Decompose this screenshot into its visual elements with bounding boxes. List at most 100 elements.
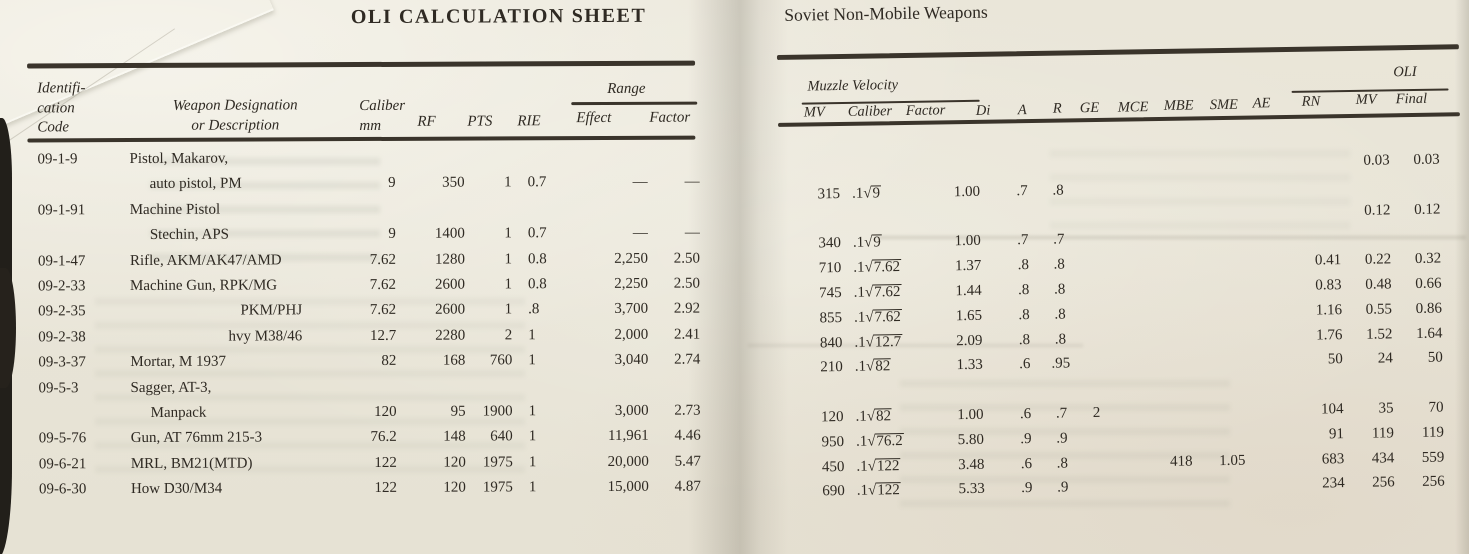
cell-range-effect: 2,000 [614, 326, 649, 343]
cell-mv-factor: 1.33 [956, 357, 983, 374]
cell-mv-factor: 3.48 [958, 456, 985, 473]
cell-rf: 1400 [434, 225, 465, 242]
cell-a: .7 [1016, 182, 1028, 200]
cell-rf: 95 [450, 403, 466, 420]
cell-caliber-mm: 120 [374, 403, 397, 420]
cell-a: .6 [1019, 356, 1031, 373]
cell-oli-mv [1346, 173, 1396, 199]
cell-identification-code [28, 223, 112, 249]
page-edge-shadow [1455, 0, 1469, 554]
cell-mce [1112, 326, 1152, 351]
cell-oli-mv [1349, 371, 1399, 397]
cell-a [1004, 203, 1040, 228]
cell-di [982, 154, 1004, 179]
cell-muzzle-velocity: 210 [820, 359, 843, 376]
cell-oli-rn [1291, 223, 1347, 249]
cell-mbe [1153, 399, 1207, 425]
cell-caliber-formula [842, 205, 932, 231]
cell-oli-rn: 91 [1328, 425, 1345, 443]
cell-ae [1253, 224, 1291, 249]
cell-range-effect: 3,000 [614, 402, 649, 419]
table-row: Stechin, APS 9 1400 1 0.7 — — [28, 221, 704, 249]
cell-range-effect: 3,700 [614, 301, 649, 318]
cell-ge [1079, 376, 1113, 401]
column-header-pts: PTS [467, 113, 493, 130]
column-header-rn: RN [1301, 93, 1321, 110]
cell-rie: 0.7 [527, 225, 547, 242]
column-header-a: A [1017, 102, 1027, 119]
table-row: 09-1-91 Machine Pistol [28, 195, 704, 223]
cell-muzzle-velocity: 315 [817, 185, 841, 203]
cell-a [1007, 377, 1043, 402]
cell-oli-mv: 1.52 [1366, 325, 1393, 343]
cell-ae [1252, 175, 1290, 200]
cell-oli-rn [1289, 149, 1345, 175]
cell-sme: 1.05 [1219, 452, 1246, 469]
cell-oli-rn: 1.16 [1315, 301, 1343, 319]
cell-ge [1078, 326, 1112, 351]
cell-mv-factor: 5.33 [958, 481, 985, 498]
cell-pts: 2 [504, 327, 513, 344]
cell-r: .8 [1054, 331, 1067, 348]
cell-ae [1251, 150, 1289, 175]
cell-range-effect: 2,250 [614, 250, 648, 267]
right-page: Soviet Non-Mobile Weapons Muzzle Velocit… [744, 0, 1469, 554]
column-header-r: R [1052, 100, 1062, 117]
cell-caliber-formula: .1√12.7 [854, 333, 903, 351]
cell-mv-factor: 1.00 [957, 406, 984, 424]
column-header-mbe: MBE [1163, 97, 1194, 114]
cell-range-effect: — [632, 224, 648, 242]
cell-mbe [1150, 201, 1204, 227]
cell-mv-factor: 1.37 [954, 257, 982, 275]
cell-di [983, 229, 1005, 254]
cell-sme [1208, 423, 1256, 449]
cell-pts: 1 [504, 301, 513, 318]
cell-ge [1081, 475, 1115, 500]
cell-mv-factor [932, 155, 982, 181]
cell-caliber-formula: .1√122 [856, 457, 901, 475]
cell-rie: 1 [528, 327, 536, 344]
cell-pts: 1900 [482, 403, 513, 420]
cell-rie: 1 [528, 479, 537, 496]
column-header-identification-code: Identifi- cation Code [37, 80, 86, 136]
cell-oli-rn: 683 [1321, 450, 1345, 468]
cell-pts: 760 [489, 352, 513, 369]
column-header-rie: RIE [517, 113, 541, 130]
cell-rie: .8 [528, 301, 540, 318]
cell-mce [1115, 474, 1155, 499]
table-row: 09-2-33 Machine Gun, RPK/MG 7.62 2600 1 … [28, 271, 704, 299]
column-header-ge: GE [1079, 99, 1100, 117]
cell-mv-factor: 1.65 [955, 307, 983, 324]
cell-di [982, 204, 1004, 229]
column-header-final: Final [1395, 90, 1428, 108]
cell-mv-factor: 1.44 [955, 282, 982, 300]
cell-identification-code: 09-1-47 [37, 252, 86, 270]
column-header-rf: RF [417, 113, 436, 130]
cell-rf [415, 146, 467, 172]
cell-mbe [1151, 275, 1205, 301]
table-top-rule [776, 44, 1459, 60]
cell-mbe [1152, 325, 1206, 351]
table-row: auto pistol, PM 9 350 1 0.7 — — [28, 170, 704, 198]
cell-rie [514, 196, 564, 222]
cell-mbe [1152, 300, 1206, 326]
cell-r: .8 [1054, 306, 1066, 323]
column-header-effect: Effect [576, 109, 612, 127]
cell-ge [1078, 302, 1112, 327]
cell-r [1040, 203, 1076, 228]
cell-oli-rn: 0.83 [1315, 277, 1342, 294]
cell-ge [1076, 202, 1110, 227]
cell-oli-mv: 119 [1371, 425, 1395, 442]
cell-weapon-name: Machine Pistol [129, 201, 221, 218]
cell-sme [1206, 299, 1254, 325]
cell-range-effect [564, 196, 650, 222]
cell-di [984, 328, 1006, 353]
cell-r: .9 [1057, 479, 1069, 496]
cell-range-effect: 20,000 [607, 453, 649, 470]
cell-muzzle-velocity: 710 [818, 260, 842, 277]
cell-a: .8 [1017, 257, 1030, 274]
cell-sme [1205, 225, 1253, 251]
cell-oli-rn: 0.41 [1314, 252, 1342, 269]
cell-range-effect: — [632, 174, 648, 191]
